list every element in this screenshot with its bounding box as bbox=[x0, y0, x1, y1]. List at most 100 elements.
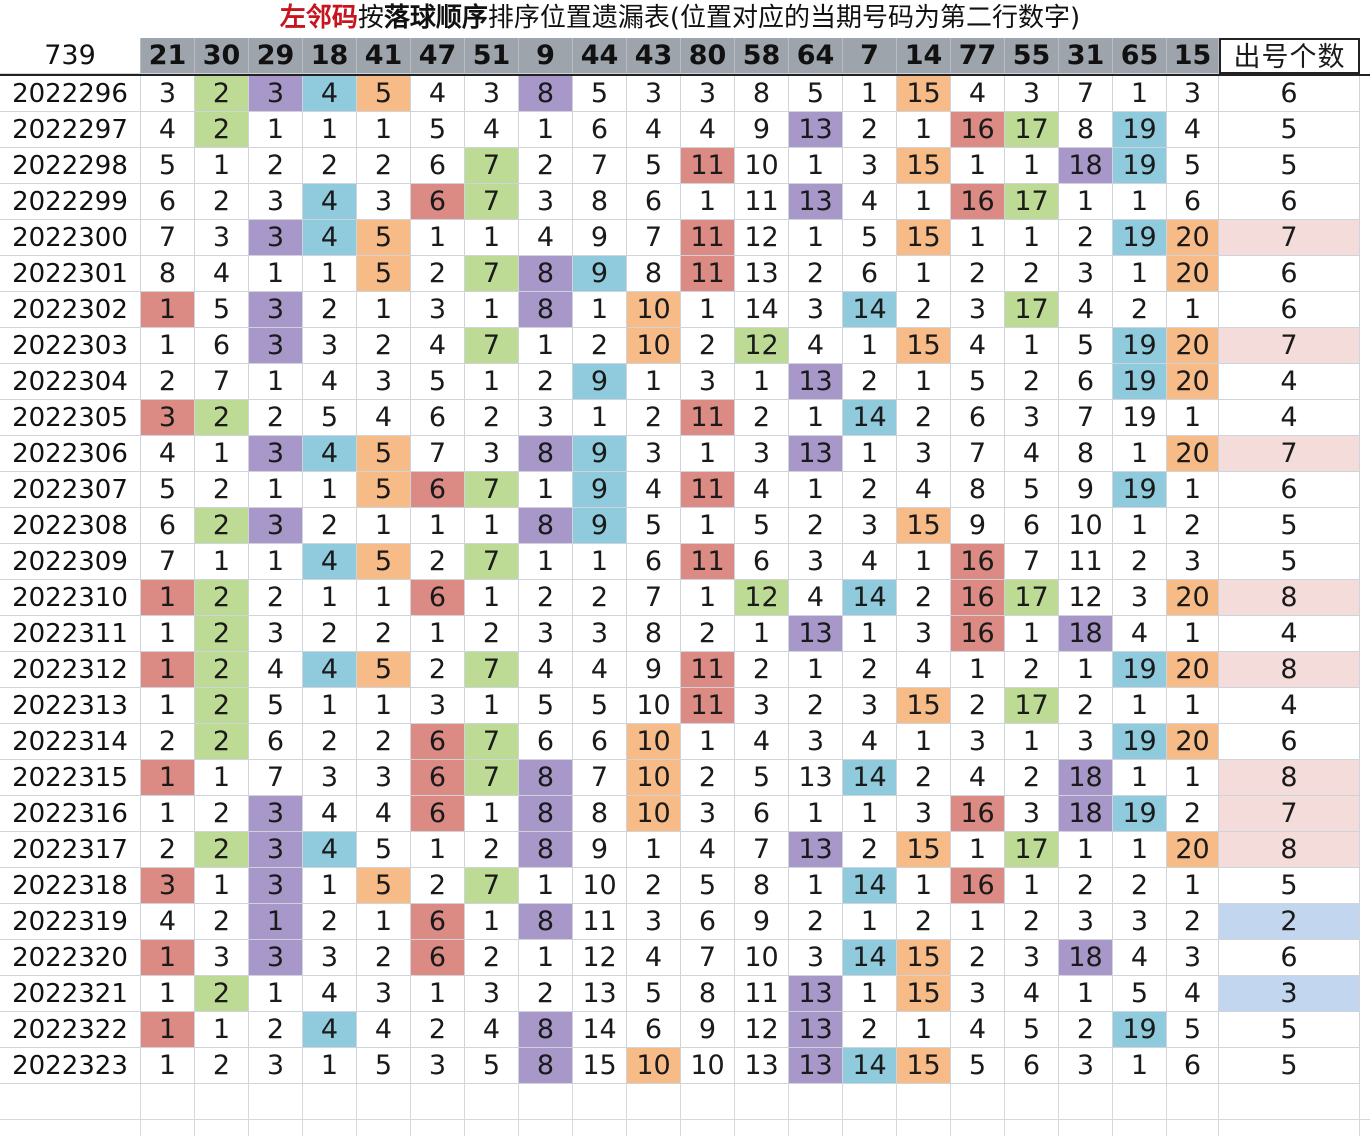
row-issue-label: 2022314 bbox=[0, 724, 141, 760]
omission-cell: 16 bbox=[951, 580, 1005, 616]
omission-cell: 2 bbox=[195, 976, 249, 1012]
omission-cell: 1 bbox=[519, 328, 573, 364]
omission-cell: 9 bbox=[735, 112, 789, 148]
count-cell: 8 bbox=[1219, 760, 1360, 796]
count-header: 出号个数 bbox=[1219, 38, 1360, 74]
omission-cell: 2 bbox=[627, 400, 681, 436]
omission-cell: 4 bbox=[1113, 616, 1167, 652]
omission-cell: 3 bbox=[1059, 256, 1113, 292]
omission-cell: 1 bbox=[141, 1048, 195, 1084]
omission-cell: 4 bbox=[951, 1012, 1005, 1048]
omission-cell: 3 bbox=[1005, 940, 1059, 976]
omission-cell: 3 bbox=[573, 616, 627, 652]
row-issue-label: 2022309 bbox=[0, 544, 141, 580]
omission-cell: 6 bbox=[1005, 508, 1059, 544]
omission-cell: 2 bbox=[789, 508, 843, 544]
row-issue-label: 2022318 bbox=[0, 868, 141, 904]
omission-cell: 1 bbox=[789, 148, 843, 184]
omission-cell: 2 bbox=[303, 904, 357, 940]
omission-cell: 2 bbox=[1167, 904, 1219, 940]
omission-cell: 6 bbox=[411, 904, 465, 940]
ball-number-header: 14 bbox=[897, 38, 951, 74]
omission-cell: 1 bbox=[303, 256, 357, 292]
omission-cell: 1 bbox=[249, 112, 303, 148]
omission-cell: 4 bbox=[627, 940, 681, 976]
omission-cell: 3 bbox=[249, 328, 303, 364]
omission-cell: 2 bbox=[897, 580, 951, 616]
row-issue-label: 2022306 bbox=[0, 436, 141, 472]
omission-cell: 8 bbox=[573, 184, 627, 220]
omission-cell: 4 bbox=[1167, 976, 1219, 1012]
omission-cell: 4 bbox=[411, 328, 465, 364]
omission-cell: 1 bbox=[843, 436, 897, 472]
omission-cell: 8 bbox=[519, 1048, 573, 1084]
omission-cell: 1 bbox=[195, 436, 249, 472]
omission-cell: 3 bbox=[303, 328, 357, 364]
row-issue-label: 2022307 bbox=[0, 472, 141, 508]
count-cell: 6 bbox=[1219, 940, 1360, 976]
omission-cell: 13 bbox=[789, 112, 843, 148]
grid-line bbox=[680, 1084, 681, 1136]
omission-cell: 1 bbox=[357, 580, 411, 616]
omission-cell: 8 bbox=[681, 976, 735, 1012]
omission-cell: 7 bbox=[735, 832, 789, 868]
row-issue-label: 2022323 bbox=[0, 1048, 141, 1084]
row-issue-label: 2022312 bbox=[0, 652, 141, 688]
omission-cell: 1 bbox=[141, 940, 195, 976]
ball-number-header: 9 bbox=[519, 38, 573, 74]
omission-cell: 3 bbox=[249, 868, 303, 904]
omission-cell: 1 bbox=[843, 328, 897, 364]
row-issue-label: 2022300 bbox=[0, 220, 141, 256]
omission-cell: 5 bbox=[735, 508, 789, 544]
omission-cell: 15 bbox=[897, 220, 951, 256]
omission-cell: 4 bbox=[1005, 436, 1059, 472]
omission-cell: 9 bbox=[573, 832, 627, 868]
omission-cell: 3 bbox=[465, 76, 519, 112]
omission-cell: 1 bbox=[1113, 76, 1167, 112]
omission-cell: 4 bbox=[303, 976, 357, 1012]
omission-cell: 3 bbox=[249, 292, 303, 328]
omission-cell: 2 bbox=[1059, 220, 1113, 256]
omission-cell: 4 bbox=[195, 256, 249, 292]
omission-cell: 5 bbox=[951, 1048, 1005, 1084]
omission-cell: 1 bbox=[573, 544, 627, 580]
omission-cell: 1 bbox=[681, 184, 735, 220]
count-cell: 5 bbox=[1219, 1012, 1360, 1048]
omission-cell: 7 bbox=[249, 760, 303, 796]
omission-cell: 3 bbox=[1167, 940, 1219, 976]
omission-cell: 13 bbox=[735, 1048, 789, 1084]
grid-line bbox=[410, 1084, 411, 1136]
omission-cell: 3 bbox=[1113, 904, 1167, 940]
omission-cell: 5 bbox=[789, 76, 843, 112]
omission-cell: 2 bbox=[411, 256, 465, 292]
omission-cell: 8 bbox=[519, 760, 573, 796]
omission-cell: 7 bbox=[465, 652, 519, 688]
omission-cell: 9 bbox=[573, 472, 627, 508]
count-cell: 5 bbox=[1219, 508, 1360, 544]
omission-cell: 9 bbox=[573, 436, 627, 472]
grid-line bbox=[1112, 1084, 1113, 1136]
omission-cell: 4 bbox=[1005, 976, 1059, 1012]
omission-cell: 1 bbox=[303, 868, 357, 904]
omission-cell: 8 bbox=[141, 256, 195, 292]
count-cell: 8 bbox=[1219, 580, 1360, 616]
omission-cell: 1 bbox=[789, 400, 843, 436]
omission-cell: 6 bbox=[411, 400, 465, 436]
omission-cell: 1 bbox=[897, 724, 951, 760]
count-cell: 7 bbox=[1219, 796, 1360, 832]
omission-cell: 19 bbox=[1113, 220, 1167, 256]
omission-cell: 6 bbox=[681, 904, 735, 940]
omission-cell: 4 bbox=[249, 652, 303, 688]
omission-cell: 11 bbox=[1059, 544, 1113, 580]
row-issue-label: 2022310 bbox=[0, 580, 141, 616]
omission-cell: 3 bbox=[1005, 796, 1059, 832]
omission-cell: 1 bbox=[573, 292, 627, 328]
count-cell: 4 bbox=[1219, 688, 1360, 724]
omission-cell: 1 bbox=[411, 220, 465, 256]
omission-cell: 1 bbox=[1005, 148, 1059, 184]
row-issue-label: 2022308 bbox=[0, 508, 141, 544]
omission-cell: 12 bbox=[735, 220, 789, 256]
omission-cell: 2 bbox=[735, 652, 789, 688]
omission-cell: 3 bbox=[357, 760, 411, 796]
omission-cell: 4 bbox=[303, 652, 357, 688]
